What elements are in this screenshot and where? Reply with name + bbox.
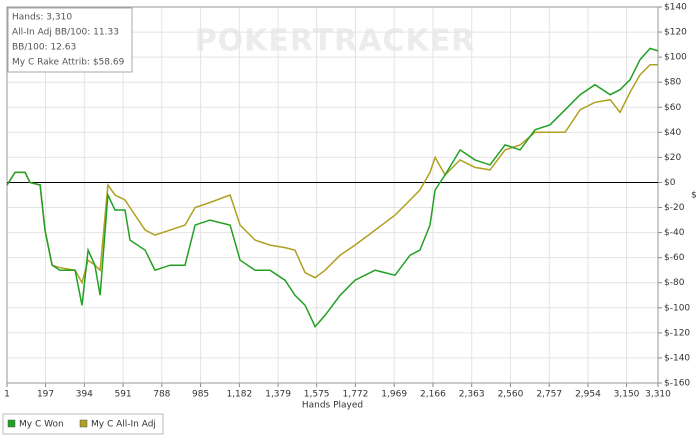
y-tick-label: $-140 <box>664 353 690 363</box>
y-tick-label: $0 <box>664 178 676 188</box>
x-tick-label: 1,575 <box>304 390 330 400</box>
x-tick-label: 3,310 <box>645 390 671 400</box>
line-series <box>6 47 659 328</box>
y-tick-label: $-40 <box>664 228 685 238</box>
watermark: POKERTRACKER <box>195 24 476 59</box>
y-tick-label: $-120 <box>664 328 690 338</box>
y-tick-label: $20 <box>664 153 681 163</box>
x-tick-label: 2,954 <box>575 390 601 400</box>
x-tick-label: 394 <box>76 390 93 400</box>
legend-label: My C Won <box>19 420 64 430</box>
x-tick-label: 2,757 <box>536 390 562 400</box>
y-tick-label: $120 <box>664 28 687 38</box>
x-tick-label: 1,772 <box>343 390 369 400</box>
x-tick-label: 2,166 <box>420 390 446 400</box>
x-tick-label: 197 <box>37 390 54 400</box>
x-tick-label: 1,969 <box>381 390 407 400</box>
y-tick-label: $-60 <box>664 253 685 263</box>
legend-label: My C All-In Adj <box>91 420 156 430</box>
legend-swatch <box>7 419 16 428</box>
x-tick-label: 2,363 <box>459 390 485 400</box>
y-tick-label: $60 <box>664 103 681 113</box>
y-tick-label: $100 <box>664 53 687 63</box>
y-tick-label: $-100 <box>664 303 690 313</box>
x-tick-label: 985 <box>192 390 209 400</box>
info-box <box>7 7 133 73</box>
y-tick-label: $140 <box>664 3 687 13</box>
y-tick-label: $-20 <box>664 203 685 213</box>
info-text: My C Rake Attrib: $58.69 <box>12 58 125 68</box>
plot-frame <box>6 6 659 384</box>
x-tick-label: 591 <box>114 390 131 400</box>
x-tick-label: 1 <box>4 390 10 400</box>
x-tick-label: 788 <box>153 390 170 400</box>
info-text: All-In Adj BB/100: 11.33 <box>12 28 119 38</box>
x-tick-label: 1,182 <box>226 390 252 400</box>
y-tick-label: $-160 <box>664 379 690 389</box>
x-axis-label: Hands Played <box>302 401 363 411</box>
y-axis-label: $ <box>691 191 697 201</box>
y-tick-label: $-80 <box>664 278 685 288</box>
info-text: Hands: 3,310 <box>12 13 72 23</box>
info-text: BB/100: 12.63 <box>12 43 76 53</box>
line-series <box>6 63 658 285</box>
legend-swatch <box>79 419 88 428</box>
y-tick-label: $40 <box>664 128 681 138</box>
x-tick-label: 1,379 <box>265 390 291 400</box>
x-tick-label: 2,560 <box>498 390 524 400</box>
y-tick-label: $80 <box>664 78 681 88</box>
x-tick-label: 3,150 <box>614 390 640 400</box>
